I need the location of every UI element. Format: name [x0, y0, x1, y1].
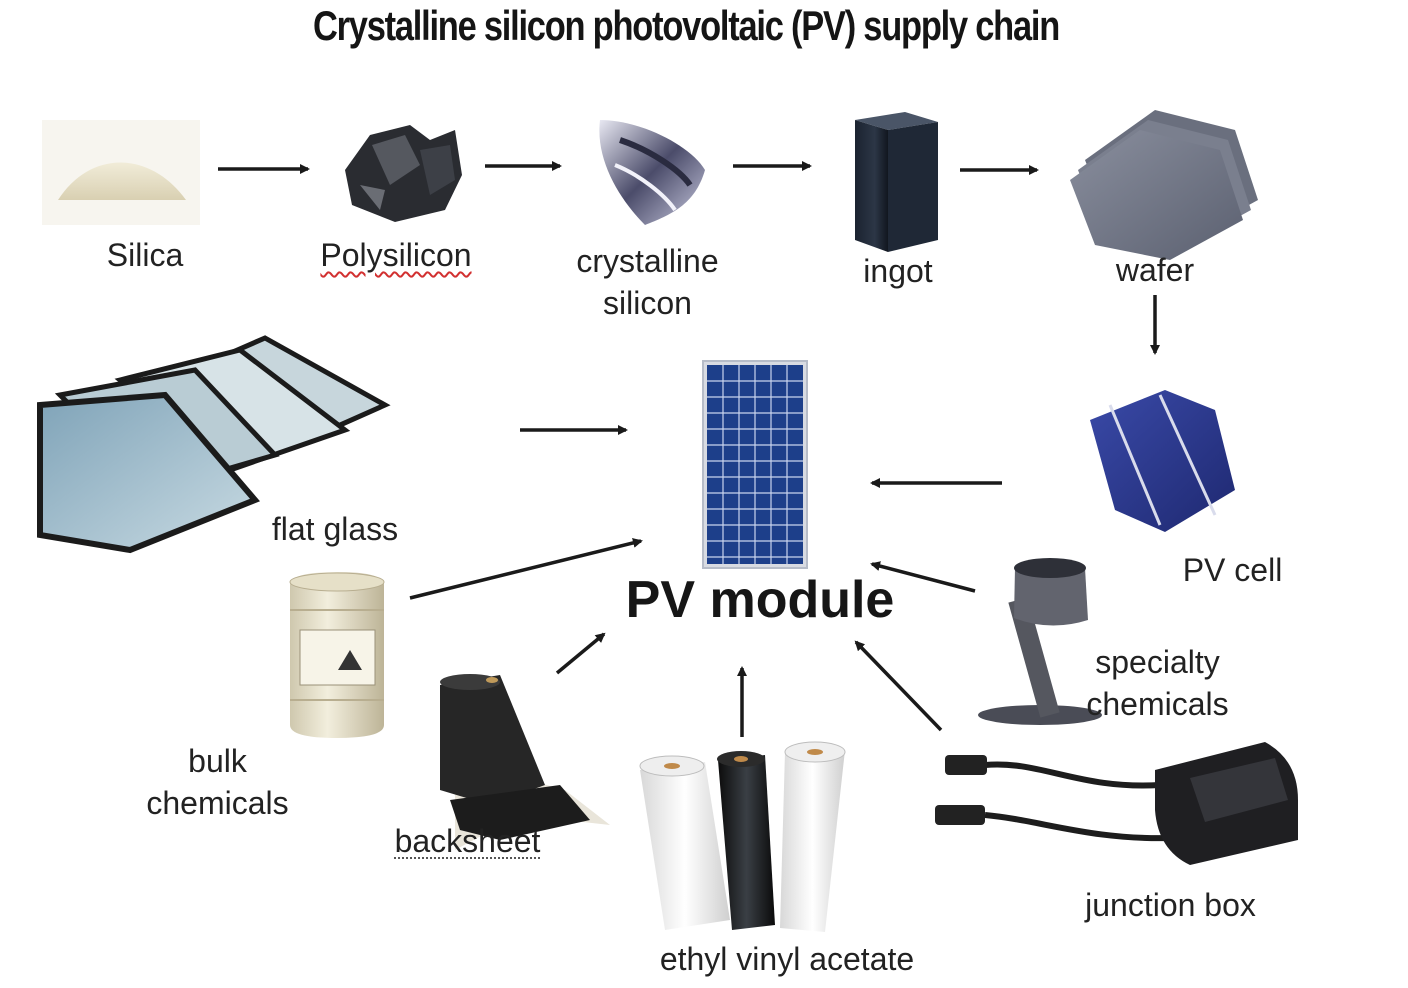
eva-rolls-icon — [639, 741, 846, 932]
chemical-drum-icon — [289, 572, 385, 738]
pv-module-label: PV module — [625, 571, 895, 629]
label-bulk-chemicals: bulk chemicals — [130, 740, 305, 824]
polysilicon-chunks-icon — [345, 125, 462, 222]
arrow-backsheet-to-module — [555, 632, 606, 675]
label-specialty-chemicals: specialty chemicals — [1070, 641, 1245, 725]
arrow-bulk-to-module — [409, 538, 643, 600]
label-crystalline-silicon-line1: crystalline — [576, 243, 719, 279]
glass-panes-icon — [37, 335, 391, 554]
arrow-specialty-to-module — [870, 561, 976, 593]
label-flat-glass: flat glass — [271, 511, 399, 547]
label-eva: ethyl vinyl acetate — [659, 941, 915, 977]
label-backsheet: backsheet — [394, 823, 541, 859]
label-junction-box: junction box — [1085, 887, 1256, 923]
page-title: Crystalline silicon photovoltaic (PV) su… — [312, 2, 1060, 49]
label-polysilicon: Polysilicon — [320, 237, 472, 273]
silica-sand-icon — [42, 120, 200, 225]
crystalline-silicon-icon — [599, 120, 705, 225]
paint-pour-icon — [978, 558, 1102, 725]
label-silica: Silica — [106, 237, 184, 273]
label-pv-cell: PV cell — [1182, 552, 1283, 588]
ingot-block-icon — [855, 112, 938, 252]
solar-panel-icon — [702, 360, 808, 569]
label-specialty-chemicals-line2: chemicals — [1086, 686, 1229, 722]
wafer-stack-icon — [1070, 110, 1258, 260]
label-bulk-chemicals-line2: chemicals — [146, 785, 289, 821]
label-wafer: wafer — [1115, 252, 1195, 288]
label-ingot: ingot — [863, 253, 933, 289]
backsheet-roll-icon — [440, 674, 610, 850]
label-specialty-chemicals-line1: specialty — [1095, 644, 1220, 680]
label-crystalline-silicon: crystalline silicon — [560, 240, 735, 324]
label-bulk-chemicals-line1: bulk — [188, 743, 247, 779]
junction-box-icon — [935, 742, 1298, 865]
label-crystalline-silicon-line2: silicon — [603, 285, 692, 321]
arrow-junction-to-module — [854, 640, 943, 732]
pv-cell-icon — [1090, 390, 1235, 532]
